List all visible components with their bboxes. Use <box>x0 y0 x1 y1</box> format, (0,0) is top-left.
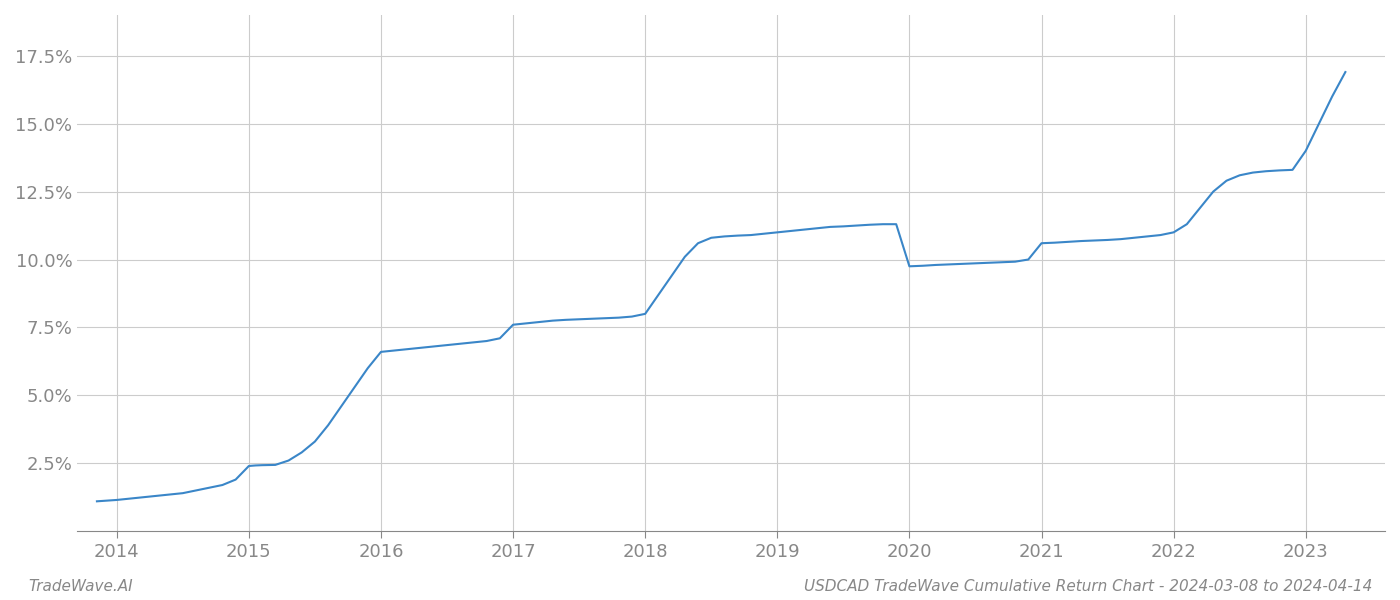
Text: TradeWave.AI: TradeWave.AI <box>28 579 133 594</box>
Text: USDCAD TradeWave Cumulative Return Chart - 2024-03-08 to 2024-04-14: USDCAD TradeWave Cumulative Return Chart… <box>804 579 1372 594</box>
